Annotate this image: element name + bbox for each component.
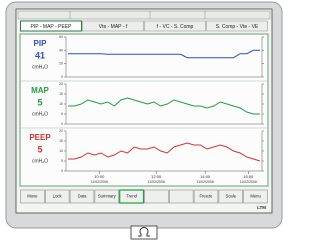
connector [131, 226, 157, 239]
soft-key[interactable] [169, 190, 193, 203]
panel-unit: cmH₂O [32, 64, 48, 70]
y-tick-label: 0 [61, 122, 63, 126]
soft-key-label[interactable]: Summary [98, 194, 117, 199]
time-label: 12:00 [151, 174, 162, 179]
soft-key-label[interactable]: Freeze [199, 194, 213, 199]
soft-key-label[interactable]: Data [78, 194, 88, 199]
tab-label[interactable]: f - VC - S. Comp [157, 24, 194, 30]
tab-label[interactable]: PIP - MAP - PEEP [31, 24, 73, 30]
y-tick-label: 5 [61, 159, 63, 163]
soft-key-label[interactable]: Scale [226, 194, 237, 199]
date-label: 11/02/2006 [240, 180, 257, 184]
trend-area [20, 34, 268, 186]
soft-key-label[interactable]: Move [27, 194, 38, 199]
y-tick-label: 0 [61, 169, 63, 173]
brand: LTM [257, 205, 266, 210]
y-tick-label: 20 [59, 129, 63, 133]
panel-unit: cmH₂O [32, 111, 48, 117]
date-label: 11/02/2006 [197, 180, 214, 184]
panel-unit: cmH₂O [32, 158, 48, 164]
soft-key[interactable] [145, 190, 169, 203]
status-bar [18, 11, 270, 19]
panel-label: PIP [34, 39, 48, 48]
page: PIP - MAP - PEEP Vte - MAP - f f - VC - S.… [0, 0, 288, 240]
soft-key-label[interactable]: Lock [53, 194, 63, 199]
panel-value: 41 [35, 50, 45, 60]
panel-label: MAP [31, 86, 49, 95]
panel-label: PEEP [29, 133, 51, 142]
y-tick-label: 15 [59, 92, 63, 96]
y-tick-label: 60 [59, 35, 63, 39]
tab-label[interactable]: S. Comp - Vte - VE [216, 24, 259, 30]
panel-value: 5 [37, 97, 42, 107]
y-tick-label: 15 [59, 139, 63, 143]
y-tick-label: 10 [59, 102, 63, 106]
date-label: 11/02/2006 [148, 180, 165, 184]
date-label: 11/02/2006 [91, 180, 108, 184]
soft-key-label[interactable]: Trend [126, 194, 137, 199]
y-tick-label: 40 [59, 48, 63, 52]
y-tick-label: 0 [61, 75, 63, 79]
y-tick-label: 5 [61, 112, 63, 116]
device-screenshot: PIP - MAP - PEEP Vte - MAP - f f - VC - S.… [0, 0, 288, 240]
y-tick-label: 20 [59, 82, 63, 86]
panel-value: 5 [37, 144, 42, 154]
y-tick-label: 20 [59, 62, 63, 66]
time-label: 14:00 [200, 174, 211, 179]
y-tick-label: 10 [59, 149, 63, 153]
tab-label[interactable]: Vte - MAP - f [99, 24, 128, 30]
time-label: 16:00 [243, 174, 254, 179]
soft-key-label[interactable]: Menu [250, 194, 261, 199]
time-label: 10:00 [94, 174, 105, 179]
